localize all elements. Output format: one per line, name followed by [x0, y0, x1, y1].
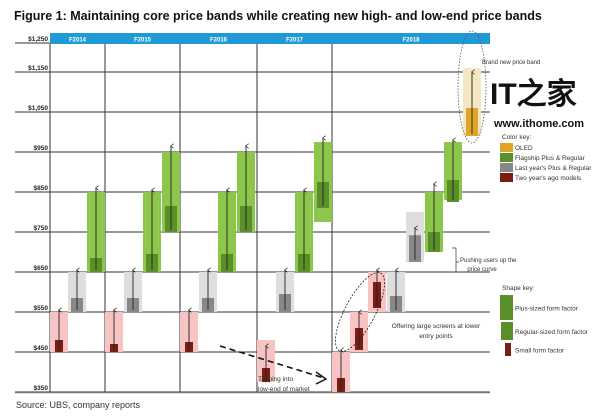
color-swatch-last	[500, 163, 513, 172]
shape-key-title: Shape key:	[502, 285, 535, 292]
y-tick-label: $850	[34, 185, 49, 192]
brand-new-ellipse	[457, 30, 487, 144]
annotation-pushing: Pushing users up the	[460, 258, 517, 264]
shape-key-label: Regular-sized form factor	[515, 329, 589, 336]
ithome-logo: IT之家	[490, 77, 577, 111]
annotation-brand-new: Brand new price band	[482, 60, 540, 66]
y-tick-label: $750	[34, 225, 49, 232]
annotation-pushing: price curve	[467, 267, 497, 273]
arrow-head	[315, 371, 328, 385]
y-tick-label: $350	[34, 385, 49, 392]
color-swatch-two	[500, 173, 513, 182]
year-label-F2018: F2018	[402, 38, 420, 44]
year-label-F2014: F2014	[69, 38, 87, 44]
source-note: Source: UBS, company reports	[16, 400, 141, 410]
y-tick-label: $950	[34, 145, 49, 152]
year-label-F2017: F2017	[286, 38, 304, 44]
y-tick-label: $1,150	[28, 65, 48, 72]
bracket	[452, 247, 459, 273]
annotation-tapping: Tapping into	[258, 376, 293, 383]
color-swatch-OLED	[500, 143, 513, 152]
year-header-bar	[50, 33, 490, 44]
color-swatch-flagship	[500, 153, 513, 162]
offering-ellipse	[335, 272, 385, 352]
y-tick-label: $550	[34, 305, 49, 312]
color-key-label: Last year's Plus & Regular	[515, 165, 592, 172]
annotation-offering: entry points	[419, 333, 453, 340]
year-label-F2016: F2016	[210, 38, 228, 44]
shape-key-label: Small form factor	[515, 348, 565, 355]
dashed-trend-arrow	[219, 345, 325, 379]
color-key-label: OLED	[515, 145, 533, 152]
y-tick-label: $1,250	[28, 36, 48, 43]
shape-swatch	[505, 343, 511, 356]
annotation-offering: Offering large screens at lower	[392, 323, 481, 330]
shape-swatch	[500, 295, 513, 320]
color-key-title: Color key:	[502, 134, 531, 141]
shape-swatch	[501, 322, 513, 340]
annotation-tapping: low-end of market	[258, 386, 310, 393]
y-tick-label: $450	[34, 345, 49, 352]
shape-key-label: Plus-sized form factor	[515, 306, 579, 313]
color-key-label: Flagship Plus & Regular	[515, 155, 586, 162]
year-label-F2015: F2015	[134, 38, 152, 44]
color-key-label: Two year's ago models	[515, 175, 582, 182]
figure-title: Figure 1: Maintaining core price bands w…	[14, 9, 542, 23]
y-tick-label: $1,050	[28, 105, 48, 112]
y-tick-label: $650	[34, 265, 49, 272]
ithome-url: www.ithome.com	[493, 118, 584, 130]
